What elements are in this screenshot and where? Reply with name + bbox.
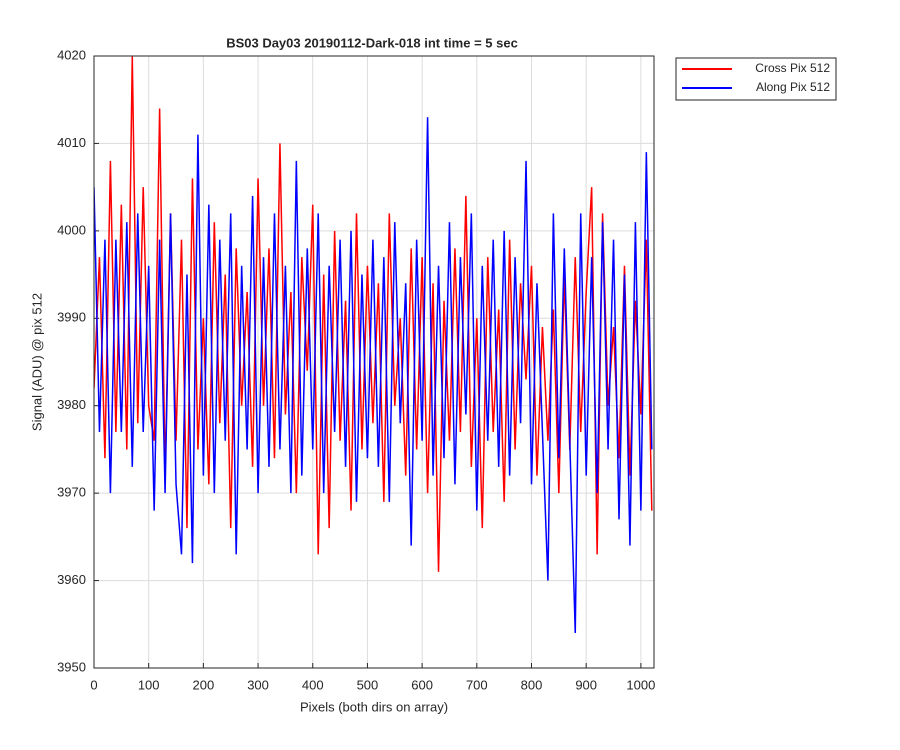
x-tick-label: 500 xyxy=(357,677,379,692)
x-tick-label: 0 xyxy=(90,677,97,692)
x-tick-label: 400 xyxy=(302,677,324,692)
x-tick-label: 1000 xyxy=(626,677,655,692)
y-tick-label: 4010 xyxy=(57,135,86,150)
plot-area xyxy=(94,56,653,634)
x-axis-label: Pixels (both dirs on array) xyxy=(300,699,448,714)
y-tick-label: 3970 xyxy=(57,485,86,500)
x-tick-label: 300 xyxy=(247,677,269,692)
chart-title: BS03 Day03 20190112-Dark-018 int time = … xyxy=(226,35,518,50)
y-tick-label: 3980 xyxy=(57,397,86,412)
x-tick-label: 700 xyxy=(466,677,488,692)
axes-box xyxy=(93,55,655,669)
data-line xyxy=(94,117,653,634)
y-tick-label: 4000 xyxy=(57,222,86,237)
y-tick-label: 4020 xyxy=(57,47,86,62)
y-tick-label: 3990 xyxy=(57,310,86,325)
legend: Cross Pix 512 Along Pix 512 xyxy=(675,57,837,101)
grid: 0 100 200 300 400 500 600 700 800 900 1000 3950 3960… xyxy=(57,47,655,692)
x-tick-label: 800 xyxy=(521,677,543,692)
x-tick-label: 100 xyxy=(138,677,160,692)
x-tick-label: 600 xyxy=(411,677,433,692)
legend-label: Cross Pix 512 xyxy=(755,61,830,75)
x-tick-label: 200 xyxy=(193,677,215,692)
legend-box xyxy=(675,57,837,101)
legend-label: Along Pix 512 xyxy=(756,80,830,94)
y-tick-label: 3960 xyxy=(57,572,86,587)
data-line xyxy=(94,56,653,572)
x-tick-label: 900 xyxy=(575,677,597,692)
y-tick-label: 3950 xyxy=(57,659,86,674)
y-axis-label: Signal (ADU) @ pix 512 xyxy=(29,293,44,431)
